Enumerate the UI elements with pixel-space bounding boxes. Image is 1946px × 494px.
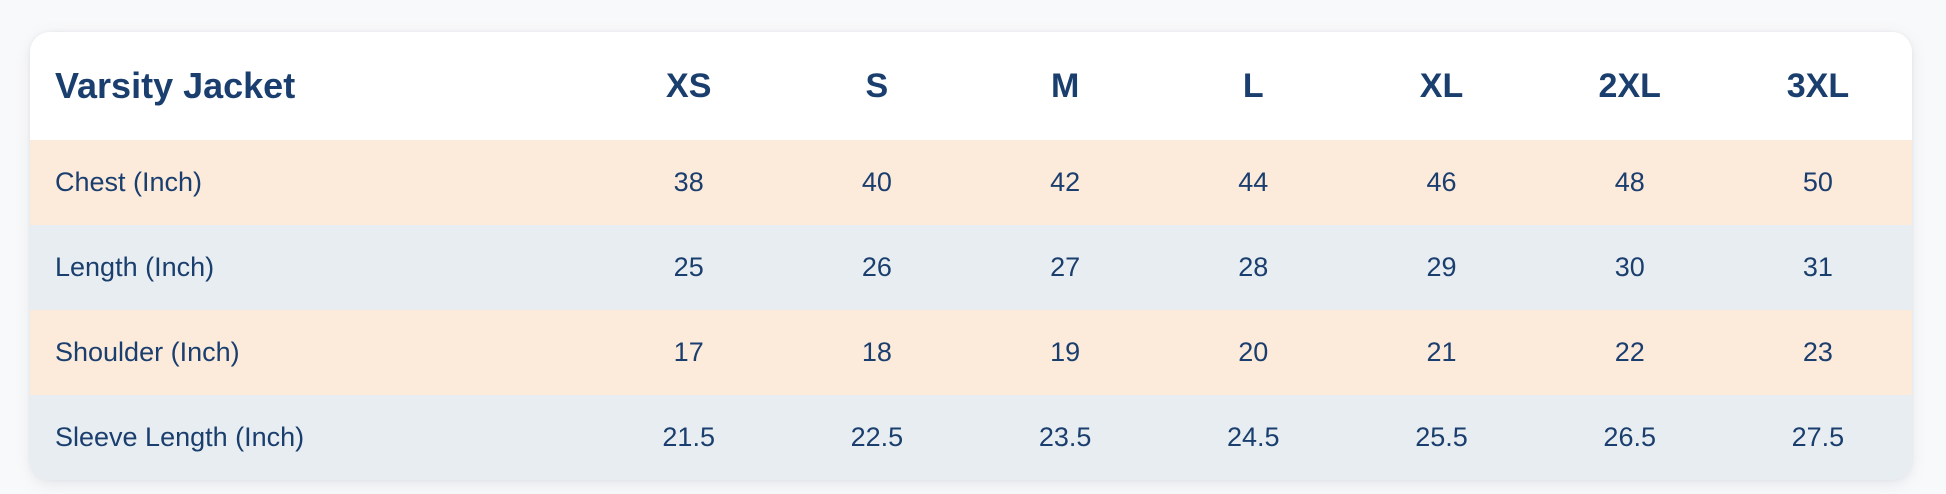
table-row: Length (Inch) 25 26 27 28 29 30 31: [30, 225, 1912, 310]
cell-value: 24.5: [1227, 422, 1280, 452]
cell-value: 23.5: [1038, 422, 1092, 452]
cell-value: 48: [1614, 167, 1645, 197]
cell-value: 50: [1802, 167, 1833, 197]
row-label: Length (Inch): [55, 252, 215, 282]
column-header-3xl: 3XL: [1786, 66, 1850, 105]
cell-value: 46: [1426, 167, 1457, 197]
row-label: Shoulder (Inch): [55, 337, 240, 367]
cell-value: 20: [1238, 337, 1269, 367]
cell-value: 26.5: [1603, 422, 1656, 452]
row-label: Sleeve Length (Inch): [55, 422, 305, 452]
cell-value: 25: [673, 252, 704, 282]
cell-value: 23: [1802, 337, 1833, 367]
table-row: Shoulder (Inch) 17 18 19 20 21 22 23: [30, 310, 1912, 395]
table-row: Chest (Inch) 38 40 42 44 46 48 50: [30, 140, 1912, 225]
size-chart-title: Varsity Jacket: [55, 65, 296, 106]
cell-value: 42: [1050, 167, 1081, 197]
cell-value: 17: [673, 337, 704, 367]
cell-value: 25.5: [1415, 422, 1468, 452]
column-header-2xl: 2XL: [1598, 66, 1661, 105]
table-row: Sleeve Length (Inch) 21.5 22.5 23.5 24.5 25.5…: [30, 395, 1912, 480]
cell-value: 28: [1238, 252, 1269, 282]
cell-value: 21.5: [662, 422, 715, 452]
cell-value: 19: [1050, 337, 1081, 367]
column-header-m: M: [1050, 66, 1080, 105]
cell-value: 38: [673, 167, 704, 197]
row-label: Chest (Inch): [55, 167, 203, 197]
cell-value: 29: [1426, 252, 1457, 282]
cell-value: 21: [1426, 337, 1457, 367]
size-chart-card: Varsity Jacket XS S M L XL 2XL 3XL Chest (Inch…: [30, 32, 1912, 480]
cell-value: 31: [1802, 252, 1833, 282]
cell-value: 27: [1050, 252, 1081, 282]
cell-value: 22: [1614, 337, 1645, 367]
size-chart-header-row: Varsity Jacket XS S M L XL 2XL 3XL: [30, 32, 1912, 140]
cell-value: 22.5: [850, 422, 904, 452]
size-chart-rows: Chest (Inch) 38 40 42 44 46 48 50 Length (Inch) 2…: [30, 140, 1912, 480]
cell-value: 26: [861, 252, 892, 282]
column-header-xs: XS: [666, 66, 712, 105]
cell-value: 27.5: [1791, 422, 1845, 452]
column-header-xl: XL: [1419, 66, 1464, 105]
cell-value: 40: [861, 167, 892, 197]
column-header-s: S: [865, 66, 889, 105]
cell-value: 18: [861, 337, 892, 367]
cell-value: 30: [1614, 252, 1645, 282]
column-header-l: L: [1242, 66, 1264, 105]
cell-value: 44: [1238, 167, 1269, 197]
